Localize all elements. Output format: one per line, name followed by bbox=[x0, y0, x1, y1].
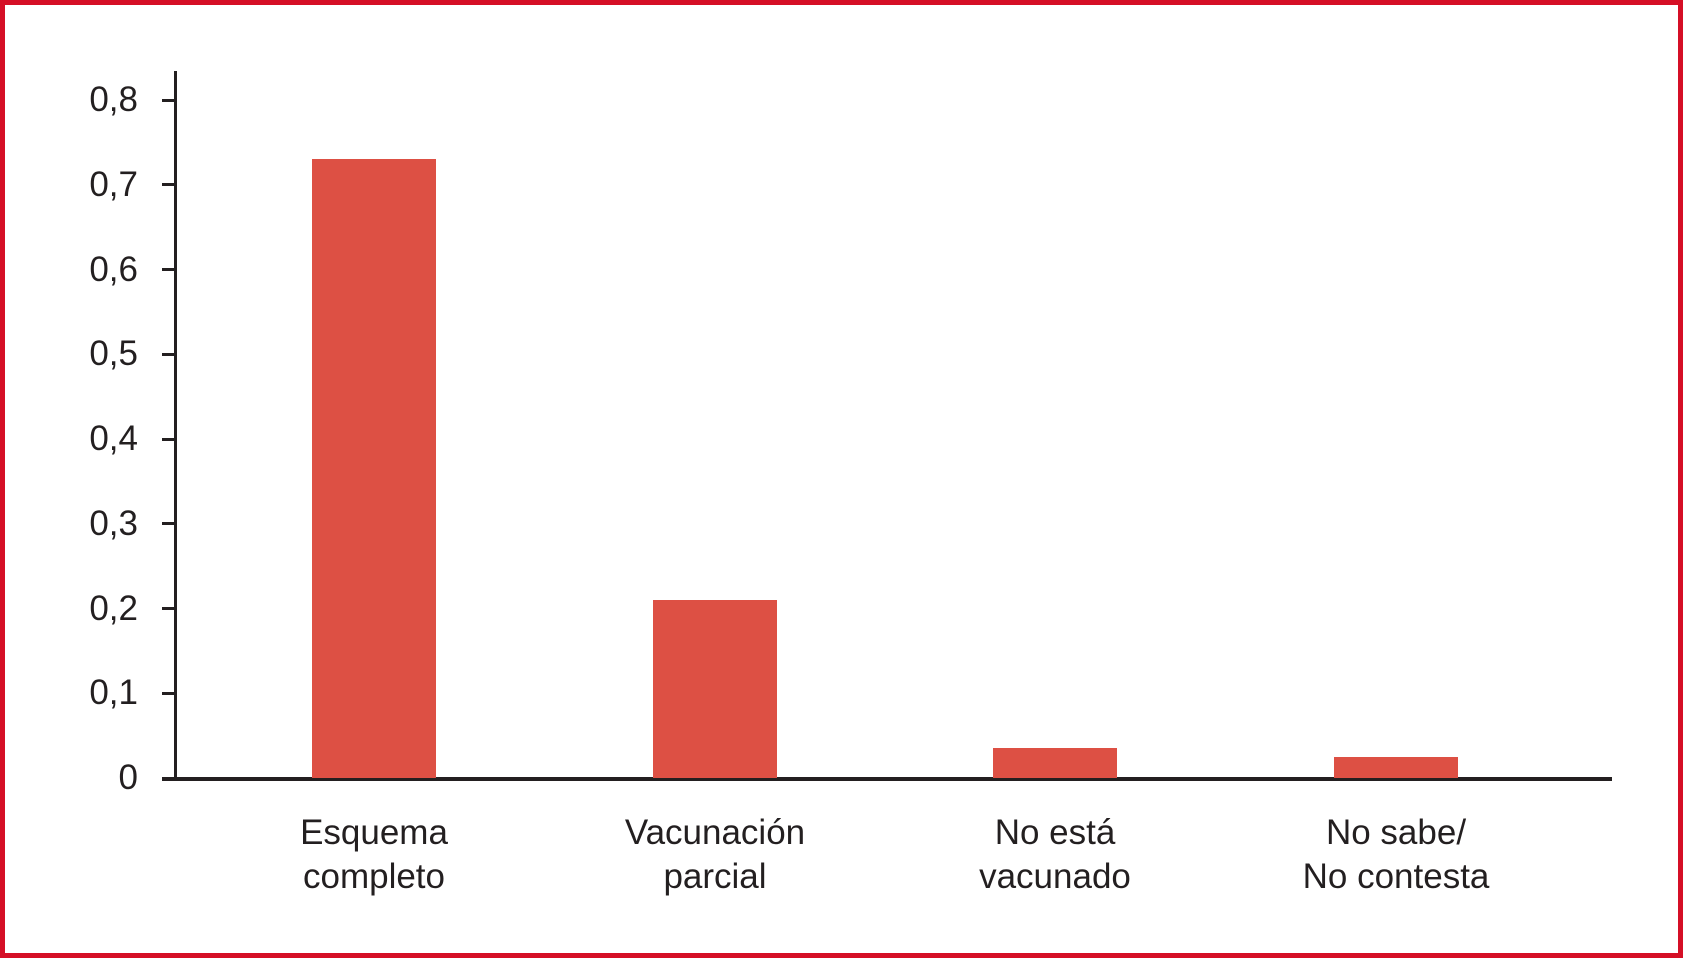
y-tick-label: 0,4 bbox=[89, 419, 138, 458]
y-tick-label: 0 bbox=[118, 758, 138, 797]
y-tick-label: 0,6 bbox=[89, 249, 138, 289]
y-tick-label: 0,1 bbox=[89, 673, 138, 713]
y-tick bbox=[162, 437, 177, 441]
y-tick bbox=[162, 98, 177, 102]
y-tick bbox=[162, 522, 177, 526]
y-tick-label: 0,5 bbox=[89, 334, 138, 374]
bar-vacunaci-n-parcial bbox=[653, 600, 777, 778]
category-label: No sabe/ No contesta bbox=[1302, 813, 1490, 896]
category-label: Esquema completo bbox=[300, 813, 448, 896]
bar-esquema-completo bbox=[312, 159, 436, 778]
y-axis-line bbox=[174, 71, 177, 781]
bar-no-est-vacunado bbox=[993, 748, 1117, 778]
bar-no-sabe-no-contesta bbox=[1334, 756, 1458, 778]
y-tick bbox=[162, 607, 177, 610]
y-tick-label: 0,8 bbox=[89, 80, 138, 119]
y-tick-label: 0,3 bbox=[89, 503, 138, 543]
y-tick bbox=[162, 268, 177, 271]
x-axis-line bbox=[162, 777, 1612, 781]
y-tick bbox=[162, 691, 177, 695]
category-label: Vacunación parcial bbox=[624, 813, 806, 896]
y-tick-label: 0,7 bbox=[89, 164, 138, 204]
y-tick-label: 0,2 bbox=[89, 588, 138, 628]
plot-area: 0 0,1 0,2 0,3 0,4 0,5 0,6 0,7 0,8 Esquema comple… bbox=[5, 5, 1678, 953]
y-tick bbox=[162, 183, 177, 187]
category-label: No está vacunado bbox=[979, 813, 1131, 896]
y-tick bbox=[162, 352, 177, 356]
